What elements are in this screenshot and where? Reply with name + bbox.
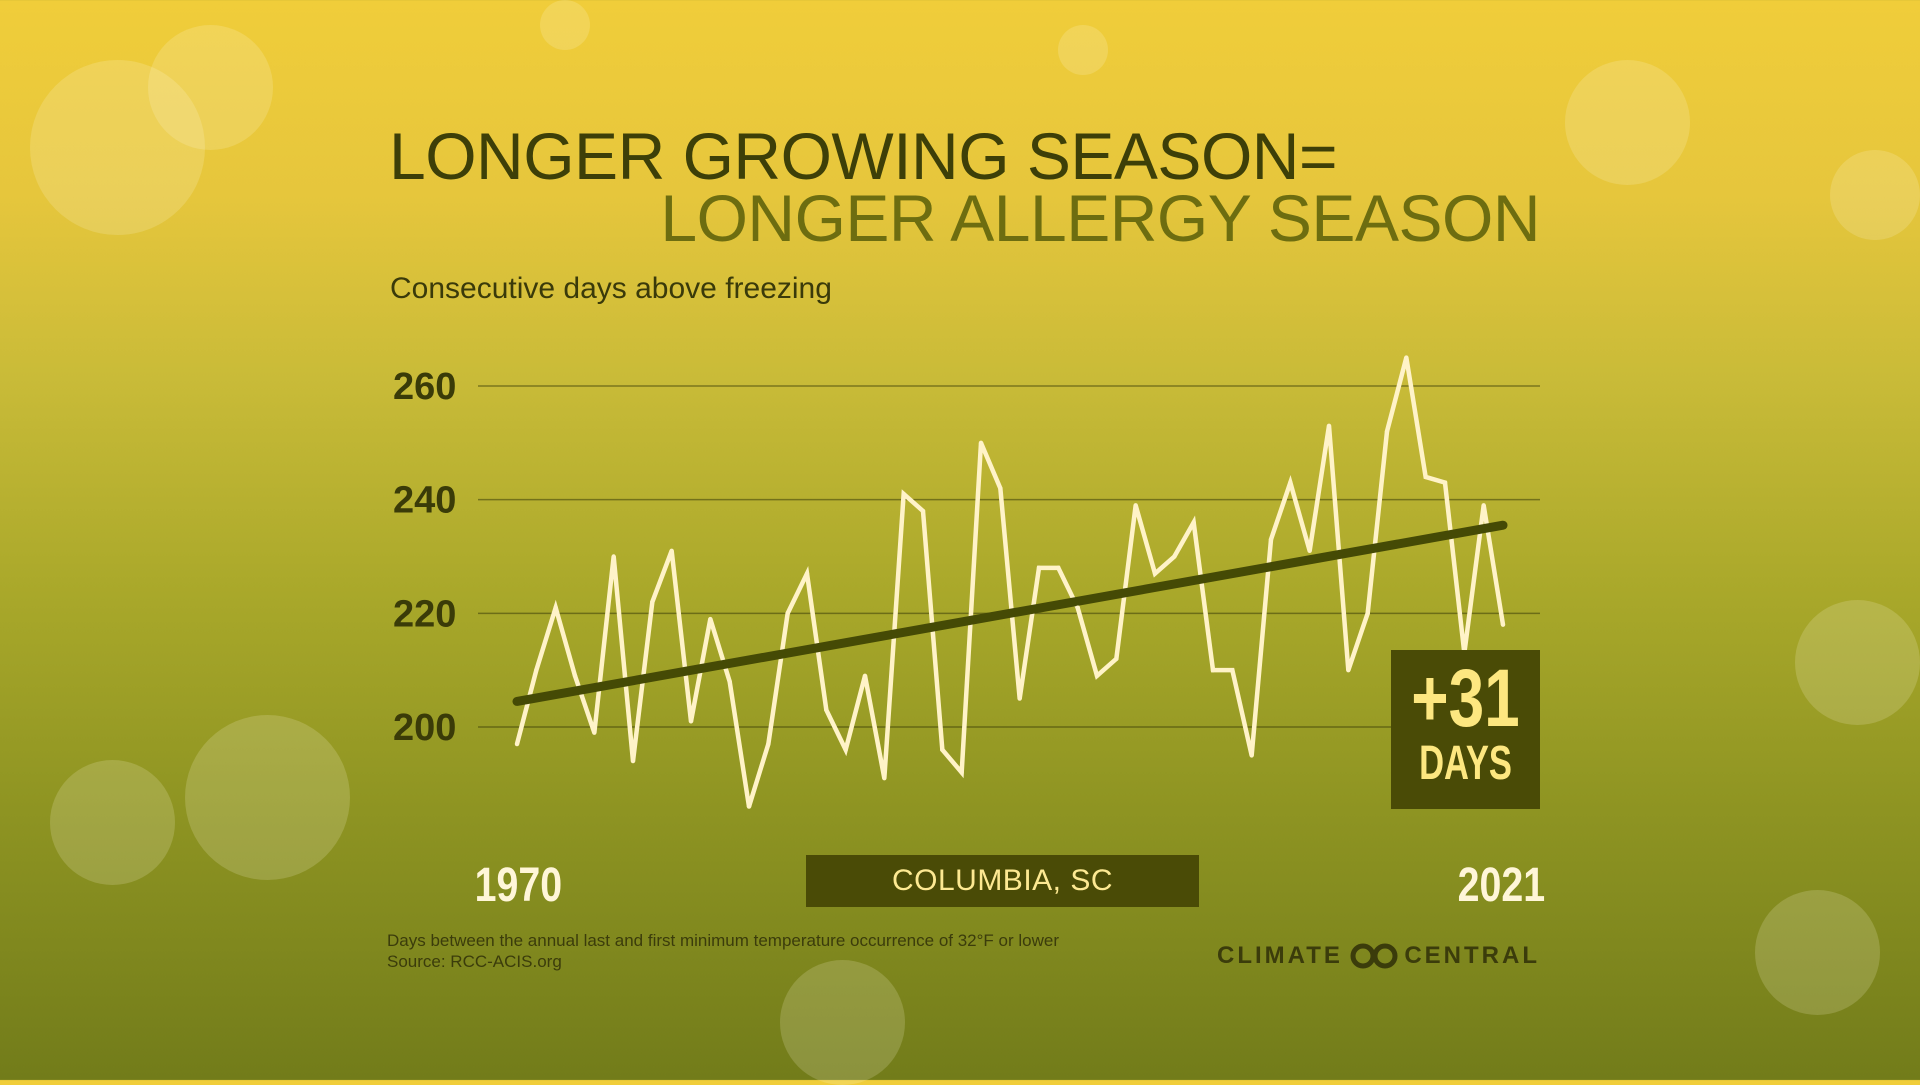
bokeh-decoration [540, 0, 590, 50]
data-point-1989 [882, 775, 887, 781]
climate-central-logo: CLIMATE CENTRAL [1217, 942, 1540, 970]
data-point-2010 [1288, 480, 1293, 485]
data-point-1998 [1056, 565, 1061, 571]
badge-value: +31 [1411, 653, 1520, 744]
bokeh-decoration [780, 960, 905, 1085]
data-point-2011 [1307, 548, 1312, 554]
data-point-1983 [766, 741, 771, 747]
data-point-1975 [611, 554, 616, 559]
data-point-2014 [1365, 611, 1370, 616]
data-point-1986 [824, 707, 829, 713]
data-point-1970 [514, 741, 520, 747]
data-point-1978 [669, 548, 674, 554]
data-point-1999 [1075, 605, 1080, 610]
series-line [514, 357, 1506, 808]
logo-rings-icon [1350, 943, 1398, 969]
data-point-2004 [1172, 554, 1177, 559]
data-point-2000 [1094, 673, 1100, 679]
y-tick-label: 240 [393, 480, 456, 522]
data-point-1974 [592, 730, 597, 735]
data-point-1971 [534, 667, 539, 673]
data-point-2005 [1191, 520, 1196, 525]
bokeh-decoration [148, 25, 273, 150]
bokeh-decoration [1795, 600, 1920, 725]
change-badge: +31 DAYS [1391, 650, 1540, 809]
data-point-2008 [1249, 753, 1254, 758]
bokeh-decoration [50, 760, 175, 885]
footnote-definition: Days between the annual last and first m… [387, 931, 1059, 950]
data-point-1977 [650, 599, 655, 605]
y-tick-label: 260 [393, 366, 456, 408]
location-label: COLUMBIA, SC [806, 855, 1199, 907]
data-point-2007 [1230, 667, 1235, 673]
data-point-1976 [630, 758, 636, 764]
data-point-2020 [1481, 503, 1486, 508]
data-point-1993 [959, 770, 964, 775]
data-point-2003 [1152, 571, 1158, 576]
data-point-2021 [1500, 622, 1506, 627]
data-point-2012 [1326, 423, 1332, 428]
x-end-label: 2021 [1457, 859, 1546, 912]
data-point-2017 [1423, 474, 1428, 480]
data-point-1979 [688, 719, 694, 724]
data-point-1997 [1036, 565, 1042, 571]
data-point-1992 [940, 747, 945, 752]
title-line-1: LONGER GROWING SEASON= [389, 119, 1338, 193]
data-point-1972 [553, 605, 558, 610]
badge-unit: DAYS [1419, 737, 1512, 790]
data-point-1991 [920, 508, 926, 514]
data-point-1985 [804, 571, 810, 576]
data-point-1981 [727, 679, 732, 684]
data-point-1988 [862, 673, 868, 679]
data-point-2002 [1133, 503, 1138, 508]
data-point-2001 [1114, 656, 1119, 661]
logo-text-left: CLIMATE [1217, 942, 1343, 969]
bokeh-decoration [1755, 890, 1880, 1015]
title-line-2: LONGER ALLERGY SEASON [660, 181, 1540, 255]
logo-text-right: CENTRAL [1404, 942, 1540, 969]
y-tick-label: 200 [393, 707, 456, 749]
data-point-1987 [843, 747, 848, 752]
data-point-1995 [998, 486, 1003, 491]
bokeh-decoration [1058, 25, 1108, 75]
data-point-1990 [901, 491, 906, 497]
x-start-label: 1970 [474, 859, 563, 912]
bokeh-decoration [1565, 60, 1690, 185]
data-point-2009 [1268, 537, 1274, 542]
footnote-source: Source: RCC-ACIS.org [387, 952, 562, 971]
data-point-1984 [785, 611, 790, 616]
bokeh-decoration [1830, 150, 1920, 240]
y-tick-label: 220 [393, 593, 456, 635]
data-point-1982 [746, 804, 752, 809]
data-point-2016 [1404, 355, 1409, 360]
data-point-1994 [978, 440, 984, 446]
data-point-2013 [1346, 667, 1351, 673]
bokeh-decoration [185, 715, 350, 880]
data-point-1996 [1017, 696, 1022, 701]
trend-line [512, 520, 1508, 706]
data-point-2006 [1210, 667, 1216, 673]
data-point-1980 [708, 616, 713, 622]
data-point-1973 [572, 673, 578, 679]
bokeh-decoration [30, 60, 205, 235]
data-point-2015 [1384, 429, 1390, 434]
chart-subtitle: Consecutive days above freezing [390, 272, 832, 305]
data-point-2018 [1442, 480, 1448, 485]
